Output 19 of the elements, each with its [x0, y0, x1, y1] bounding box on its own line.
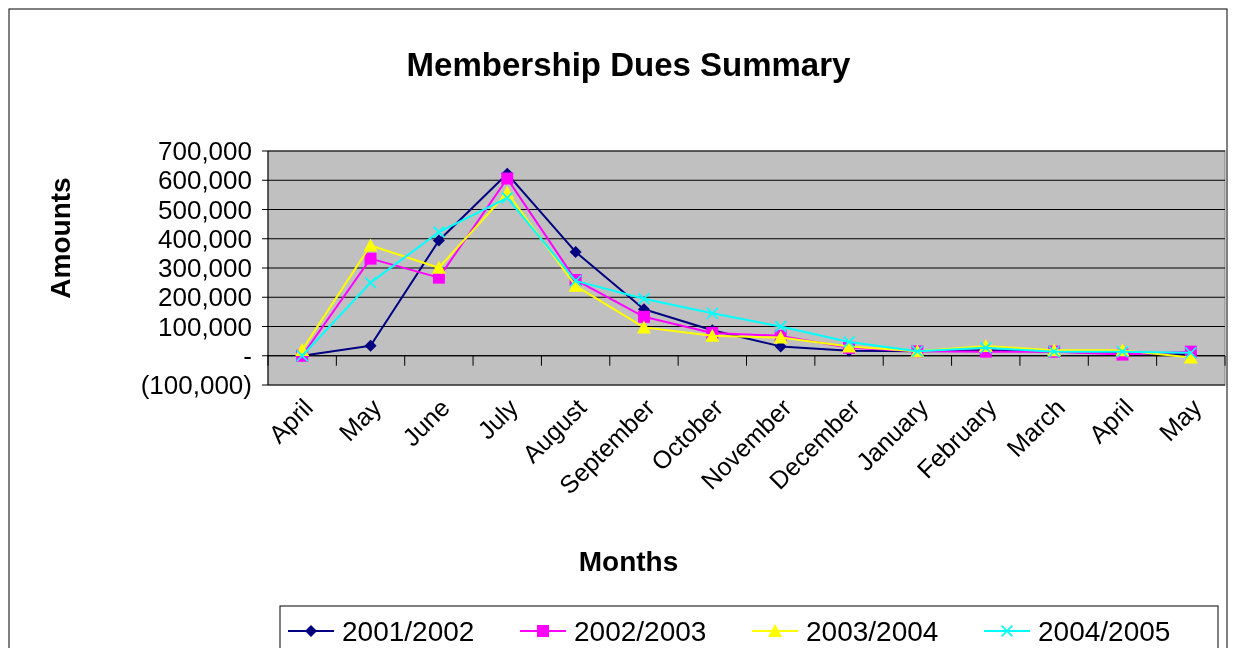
chart-title: Membership Dues Summary	[406, 46, 852, 83]
legend-label: 2001/2002	[342, 615, 475, 647]
y-tick-label: 600,000	[158, 165, 252, 196]
x-tick-label: July	[471, 392, 524, 445]
y-tick-label: 200,000	[158, 282, 252, 313]
y-tick-label: (100,000)	[140, 370, 252, 401]
y-tick-label: 300,000	[158, 253, 252, 284]
legend-label: 2003/2004	[806, 615, 939, 647]
y-tick-label: 100,000	[158, 311, 252, 342]
legend-label: 2004/2005	[1038, 615, 1171, 647]
legend-label: 2002/2003	[574, 615, 707, 647]
y-tick-label: 500,000	[158, 194, 252, 225]
y-axis-title: Amounts	[45, 177, 76, 299]
y-tick-label: 400,000	[158, 223, 252, 254]
y-tick-label: 700,000	[158, 136, 252, 167]
x-tick-label: May	[333, 392, 387, 447]
y-tick-label: -	[243, 340, 252, 371]
x-tick-label: May	[1153, 392, 1208, 447]
x-axis-title: Months	[578, 546, 679, 577]
